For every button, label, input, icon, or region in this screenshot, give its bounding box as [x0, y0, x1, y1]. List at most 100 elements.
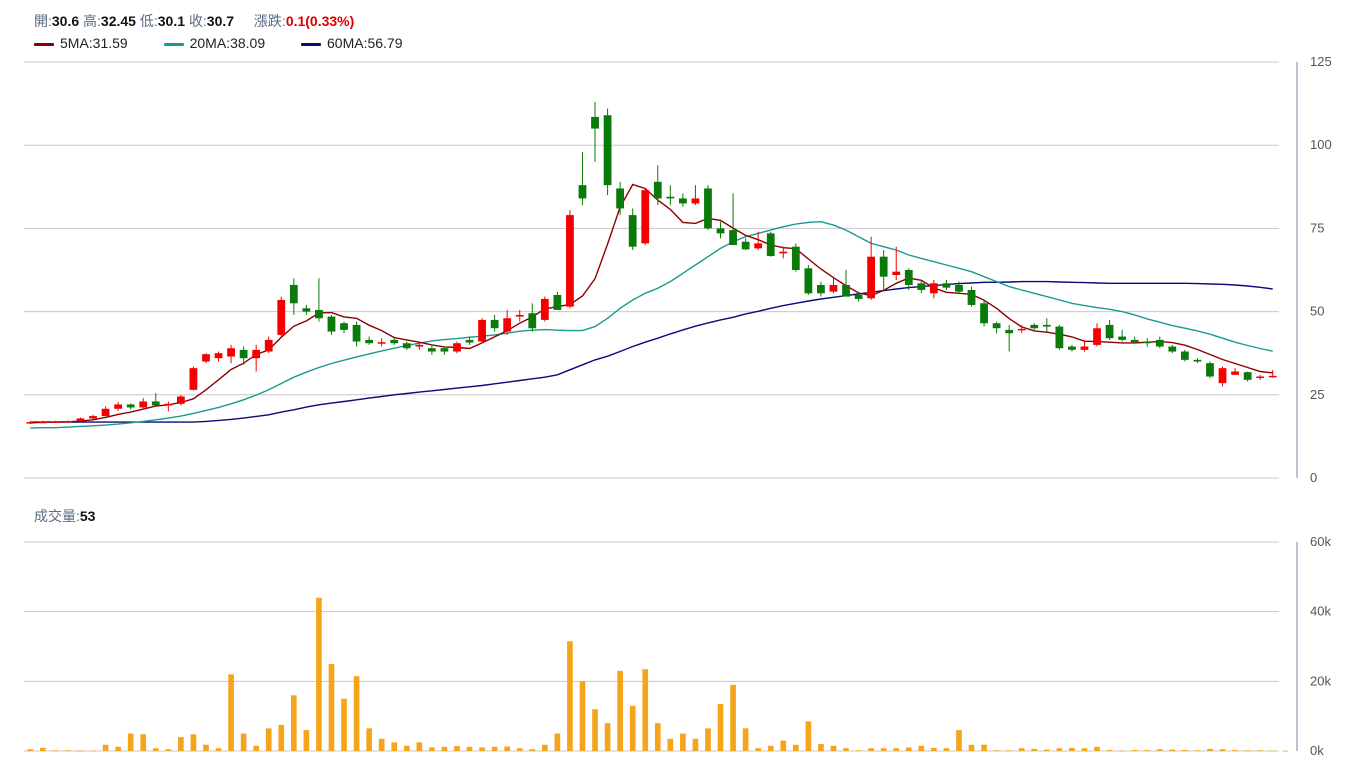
candle-body [315, 309, 323, 319]
candle-body [352, 324, 361, 342]
volume-bar [1119, 750, 1125, 752]
candle-body [867, 256, 876, 299]
candle [578, 151, 587, 206]
candle [791, 243, 800, 272]
volume-bar [717, 703, 724, 751]
volume-tick-label: 20k [1310, 673, 1331, 688]
candle [1206, 361, 1214, 379]
candle [139, 398, 148, 409]
candle-body [365, 339, 374, 344]
candle-body [139, 401, 148, 408]
volume-series [27, 597, 1289, 752]
volume-bar [981, 744, 987, 751]
price-tick-label: 25 [1310, 387, 1324, 402]
high-label: 高: [83, 13, 101, 29]
candle-body [64, 421, 72, 423]
volume-bar [855, 750, 862, 752]
candle [26, 421, 35, 424]
candle [992, 321, 1001, 334]
moving-average-lines [30, 183, 1273, 429]
volume-bar [993, 750, 1000, 752]
candle [1055, 324, 1064, 350]
candle-body [804, 268, 813, 294]
volume-bar [1056, 748, 1063, 751]
candle [955, 281, 963, 294]
candle-body [540, 298, 549, 320]
candle-body [377, 342, 386, 344]
ma60-legend-label: 60MA:56.79 [327, 35, 403, 51]
candle [89, 414, 97, 420]
candle [704, 185, 712, 231]
volume-bar [1194, 750, 1201, 752]
volume-bar [604, 723, 611, 751]
candle-body [1143, 341, 1152, 344]
volume-bar [654, 723, 661, 751]
candle [390, 336, 399, 345]
volume-bar [90, 750, 96, 752]
volume-axis: 60k 40k 20k 0k [1296, 534, 1331, 758]
candle [666, 185, 675, 206]
volume-bar [1182, 749, 1188, 751]
volume-bar [341, 698, 347, 751]
candle [239, 346, 248, 365]
candle [591, 101, 599, 162]
candle [653, 165, 662, 206]
volume-bar [780, 740, 787, 751]
candle [1180, 349, 1189, 362]
volume-header: 成交量:53 [34, 506, 109, 526]
volume-bar [1269, 750, 1276, 752]
candle [465, 336, 474, 345]
candle-body [76, 418, 85, 422]
volume-bar [767, 745, 774, 751]
ma20-legend-item[interactable]: 20MA:38.09 [163, 35, 265, 51]
volume-bar [240, 733, 247, 751]
candle-body [465, 339, 474, 343]
volume-bar [441, 746, 448, 751]
volume-bar [755, 748, 761, 751]
volume-bar [805, 721, 812, 751]
candle [754, 231, 763, 251]
candle [741, 238, 750, 251]
candle [164, 401, 173, 412]
candle-body [490, 319, 499, 329]
candle-body [691, 198, 700, 204]
candle [1168, 344, 1177, 354]
candle-body [904, 270, 913, 285]
candle-body [980, 303, 988, 324]
candle [453, 341, 461, 354]
candle-body [503, 318, 512, 332]
volume-bar [165, 749, 172, 751]
candle-body [38, 421, 47, 424]
ma60-legend-item[interactable]: 60MA:56.79 [301, 35, 403, 51]
candle-body [1231, 371, 1239, 375]
volume-bar [554, 733, 561, 751]
candle-body [26, 422, 35, 424]
volume-bar [228, 674, 234, 751]
candle [1017, 324, 1026, 334]
volume-bar [102, 744, 109, 751]
candle-body [1218, 368, 1227, 384]
candle [1118, 329, 1127, 342]
volume-bar [617, 670, 623, 751]
candle [38, 420, 47, 424]
volume-bar [905, 747, 912, 751]
open-value: 30.6 [51, 13, 80, 29]
candle-body [942, 283, 951, 288]
ma5-legend-item[interactable]: 5MA:31.59 [34, 35, 128, 51]
candle [678, 193, 687, 207]
candle-body [553, 294, 562, 310]
candle [515, 309, 524, 322]
volume-bar [429, 747, 435, 751]
candle-body [415, 344, 424, 347]
volume-bar [27, 749, 34, 751]
candle-body [1168, 346, 1177, 352]
volume-bar [366, 728, 372, 751]
candle-body [1005, 329, 1014, 334]
candle [427, 344, 436, 355]
price-tick-label: 75 [1310, 220, 1324, 235]
candle-body [1130, 339, 1139, 343]
candle [566, 210, 574, 309]
low-label: 低: [139, 13, 158, 29]
open-label: 開: [34, 13, 52, 29]
